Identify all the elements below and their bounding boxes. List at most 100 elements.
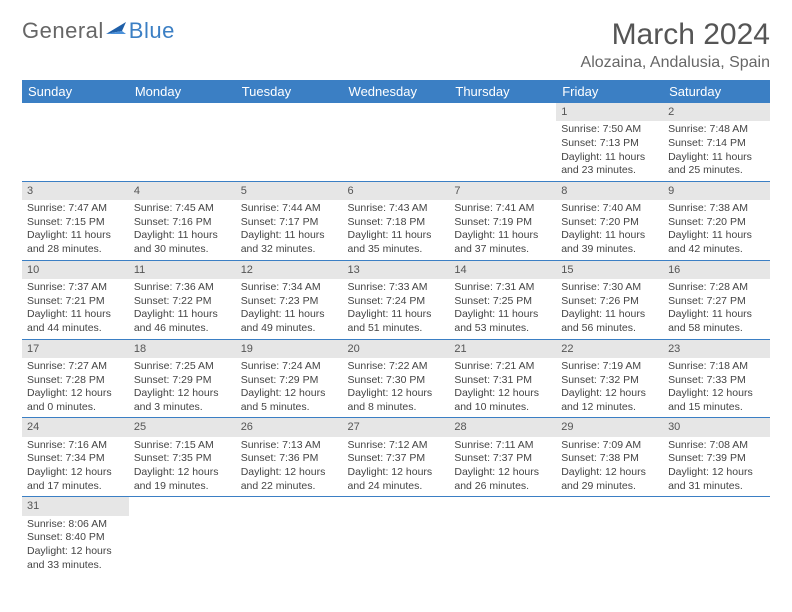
calendar-week-row: 1Sunrise: 7:50 AMSunset: 7:13 PMDaylight… <box>22 103 770 181</box>
daylight-line: Daylight: 12 hours and 12 minutes. <box>561 387 658 414</box>
day-number: 28 <box>449 418 556 436</box>
sunrise-line: Sunrise: 7:16 AM <box>27 439 124 453</box>
day-number: 11 <box>129 261 236 279</box>
day-body: Sunrise: 7:19 AMSunset: 7:32 PMDaylight:… <box>556 358 663 418</box>
day-number: 12 <box>236 261 343 279</box>
sunrise-line: Sunrise: 7:33 AM <box>348 281 445 295</box>
month-title: March 2024 <box>581 18 770 52</box>
day-body: Sunrise: 7:24 AMSunset: 7:29 PMDaylight:… <box>236 358 343 418</box>
day-body: Sunrise: 7:09 AMSunset: 7:38 PMDaylight:… <box>556 437 663 497</box>
sunset-line: Sunset: 7:31 PM <box>454 374 551 388</box>
weekday-header: Wednesday <box>343 80 450 103</box>
location: Alozaina, Andalusia, Spain <box>581 54 770 72</box>
sunset-line: Sunset: 7:14 PM <box>668 137 765 151</box>
sunrise-line: Sunrise: 7:47 AM <box>27 202 124 216</box>
brand-blue: Blue <box>129 18 175 44</box>
day-number: 6 <box>343 182 450 200</box>
daylight-line: Daylight: 11 hours and 23 minutes. <box>561 151 658 178</box>
calendar-day-cell: 28Sunrise: 7:11 AMSunset: 7:37 PMDayligh… <box>449 418 556 497</box>
day-body: Sunrise: 7:30 AMSunset: 7:26 PMDaylight:… <box>556 279 663 339</box>
sunset-line: Sunset: 7:37 PM <box>348 452 445 466</box>
sunrise-line: Sunrise: 7:25 AM <box>134 360 231 374</box>
day-number: 4 <box>129 182 236 200</box>
calendar-week-row: 10Sunrise: 7:37 AMSunset: 7:21 PMDayligh… <box>22 260 770 339</box>
sunset-line: Sunset: 7:39 PM <box>668 452 765 466</box>
daylight-line: Daylight: 12 hours and 15 minutes. <box>668 387 765 414</box>
sunrise-line: Sunrise: 7:12 AM <box>348 439 445 453</box>
sunrise-line: Sunrise: 7:11 AM <box>454 439 551 453</box>
day-body: Sunrise: 7:27 AMSunset: 7:28 PMDaylight:… <box>22 358 129 418</box>
day-number: 13 <box>343 261 450 279</box>
calendar-week-row: 31Sunrise: 8:06 AMSunset: 8:40 PMDayligh… <box>22 497 770 575</box>
day-body: Sunrise: 7:11 AMSunset: 7:37 PMDaylight:… <box>449 437 556 497</box>
sunset-line: Sunset: 7:13 PM <box>561 137 658 151</box>
sunrise-line: Sunrise: 7:34 AM <box>241 281 338 295</box>
day-body: Sunrise: 7:40 AMSunset: 7:20 PMDaylight:… <box>556 200 663 260</box>
sunset-line: Sunset: 7:26 PM <box>561 295 658 309</box>
calendar-day-cell: 11Sunrise: 7:36 AMSunset: 7:22 PMDayligh… <box>129 260 236 339</box>
day-body: Sunrise: 7:50 AMSunset: 7:13 PMDaylight:… <box>556 121 663 181</box>
daylight-line: Daylight: 11 hours and 25 minutes. <box>668 151 765 178</box>
day-number: 21 <box>449 340 556 358</box>
sunrise-line: Sunrise: 7:43 AM <box>348 202 445 216</box>
calendar-day-cell: 1Sunrise: 7:50 AMSunset: 7:13 PMDaylight… <box>556 103 663 181</box>
day-number: 18 <box>129 340 236 358</box>
day-number: 23 <box>663 340 770 358</box>
calendar-day-cell: 24Sunrise: 7:16 AMSunset: 7:34 PMDayligh… <box>22 418 129 497</box>
daylight-line: Daylight: 11 hours and 28 minutes. <box>27 229 124 256</box>
calendar-day-cell: 30Sunrise: 7:08 AMSunset: 7:39 PMDayligh… <box>663 418 770 497</box>
sunrise-line: Sunrise: 7:27 AM <box>27 360 124 374</box>
sunrise-line: Sunrise: 7:19 AM <box>561 360 658 374</box>
day-number: 25 <box>129 418 236 436</box>
calendar-day-cell: 10Sunrise: 7:37 AMSunset: 7:21 PMDayligh… <box>22 260 129 339</box>
daylight-line: Daylight: 12 hours and 33 minutes. <box>27 545 124 572</box>
brand-logo: General Blue <box>22 18 175 44</box>
weekday-header: Friday <box>556 80 663 103</box>
day-number: 10 <box>22 261 129 279</box>
brand-general: General <box>22 18 104 44</box>
day-number: 26 <box>236 418 343 436</box>
sunset-line: Sunset: 7:18 PM <box>348 216 445 230</box>
daylight-line: Daylight: 12 hours and 19 minutes. <box>134 466 231 493</box>
calendar-week-row: 17Sunrise: 7:27 AMSunset: 7:28 PMDayligh… <box>22 339 770 418</box>
sunset-line: Sunset: 7:19 PM <box>454 216 551 230</box>
sunset-line: Sunset: 8:40 PM <box>27 531 124 545</box>
daylight-line: Daylight: 11 hours and 46 minutes. <box>134 308 231 335</box>
calendar-day-cell: 7Sunrise: 7:41 AMSunset: 7:19 PMDaylight… <box>449 181 556 260</box>
weekday-header: Monday <box>129 80 236 103</box>
day-number: 14 <box>449 261 556 279</box>
calendar-day-cell: 13Sunrise: 7:33 AMSunset: 7:24 PMDayligh… <box>343 260 450 339</box>
day-number: 20 <box>343 340 450 358</box>
sunset-line: Sunset: 7:36 PM <box>241 452 338 466</box>
calendar-day-cell: 21Sunrise: 7:21 AMSunset: 7:31 PMDayligh… <box>449 339 556 418</box>
daylight-line: Daylight: 11 hours and 44 minutes. <box>27 308 124 335</box>
day-body: Sunrise: 7:48 AMSunset: 7:14 PMDaylight:… <box>663 121 770 181</box>
daylight-line: Daylight: 11 hours and 53 minutes. <box>454 308 551 335</box>
calendar-day-cell: 29Sunrise: 7:09 AMSunset: 7:38 PMDayligh… <box>556 418 663 497</box>
sunset-line: Sunset: 7:28 PM <box>27 374 124 388</box>
day-number: 22 <box>556 340 663 358</box>
sunrise-line: Sunrise: 7:22 AM <box>348 360 445 374</box>
daylight-line: Daylight: 12 hours and 24 minutes. <box>348 466 445 493</box>
sunrise-line: Sunrise: 7:15 AM <box>134 439 231 453</box>
day-body: Sunrise: 7:13 AMSunset: 7:36 PMDaylight:… <box>236 437 343 497</box>
daylight-line: Daylight: 11 hours and 39 minutes. <box>561 229 658 256</box>
calendar-day-cell: 2Sunrise: 7:48 AMSunset: 7:14 PMDaylight… <box>663 103 770 181</box>
daylight-line: Daylight: 11 hours and 37 minutes. <box>454 229 551 256</box>
sunset-line: Sunset: 7:35 PM <box>134 452 231 466</box>
day-number: 27 <box>343 418 450 436</box>
sunrise-line: Sunrise: 7:41 AM <box>454 202 551 216</box>
calendar-week-row: 3Sunrise: 7:47 AMSunset: 7:15 PMDaylight… <box>22 181 770 260</box>
daylight-line: Daylight: 12 hours and 5 minutes. <box>241 387 338 414</box>
daylight-line: Daylight: 11 hours and 32 minutes. <box>241 229 338 256</box>
sunrise-line: Sunrise: 7:21 AM <box>454 360 551 374</box>
weekday-header: Thursday <box>449 80 556 103</box>
day-body: Sunrise: 7:34 AMSunset: 7:23 PMDaylight:… <box>236 279 343 339</box>
daylight-line: Daylight: 12 hours and 0 minutes. <box>27 387 124 414</box>
calendar-day-cell: 6Sunrise: 7:43 AMSunset: 7:18 PMDaylight… <box>343 181 450 260</box>
day-body: Sunrise: 7:22 AMSunset: 7:30 PMDaylight:… <box>343 358 450 418</box>
day-body: Sunrise: 7:47 AMSunset: 7:15 PMDaylight:… <box>22 200 129 260</box>
daylight-line: Daylight: 11 hours and 30 minutes. <box>134 229 231 256</box>
sunrise-line: Sunrise: 7:44 AM <box>241 202 338 216</box>
daylight-line: Daylight: 11 hours and 58 minutes. <box>668 308 765 335</box>
